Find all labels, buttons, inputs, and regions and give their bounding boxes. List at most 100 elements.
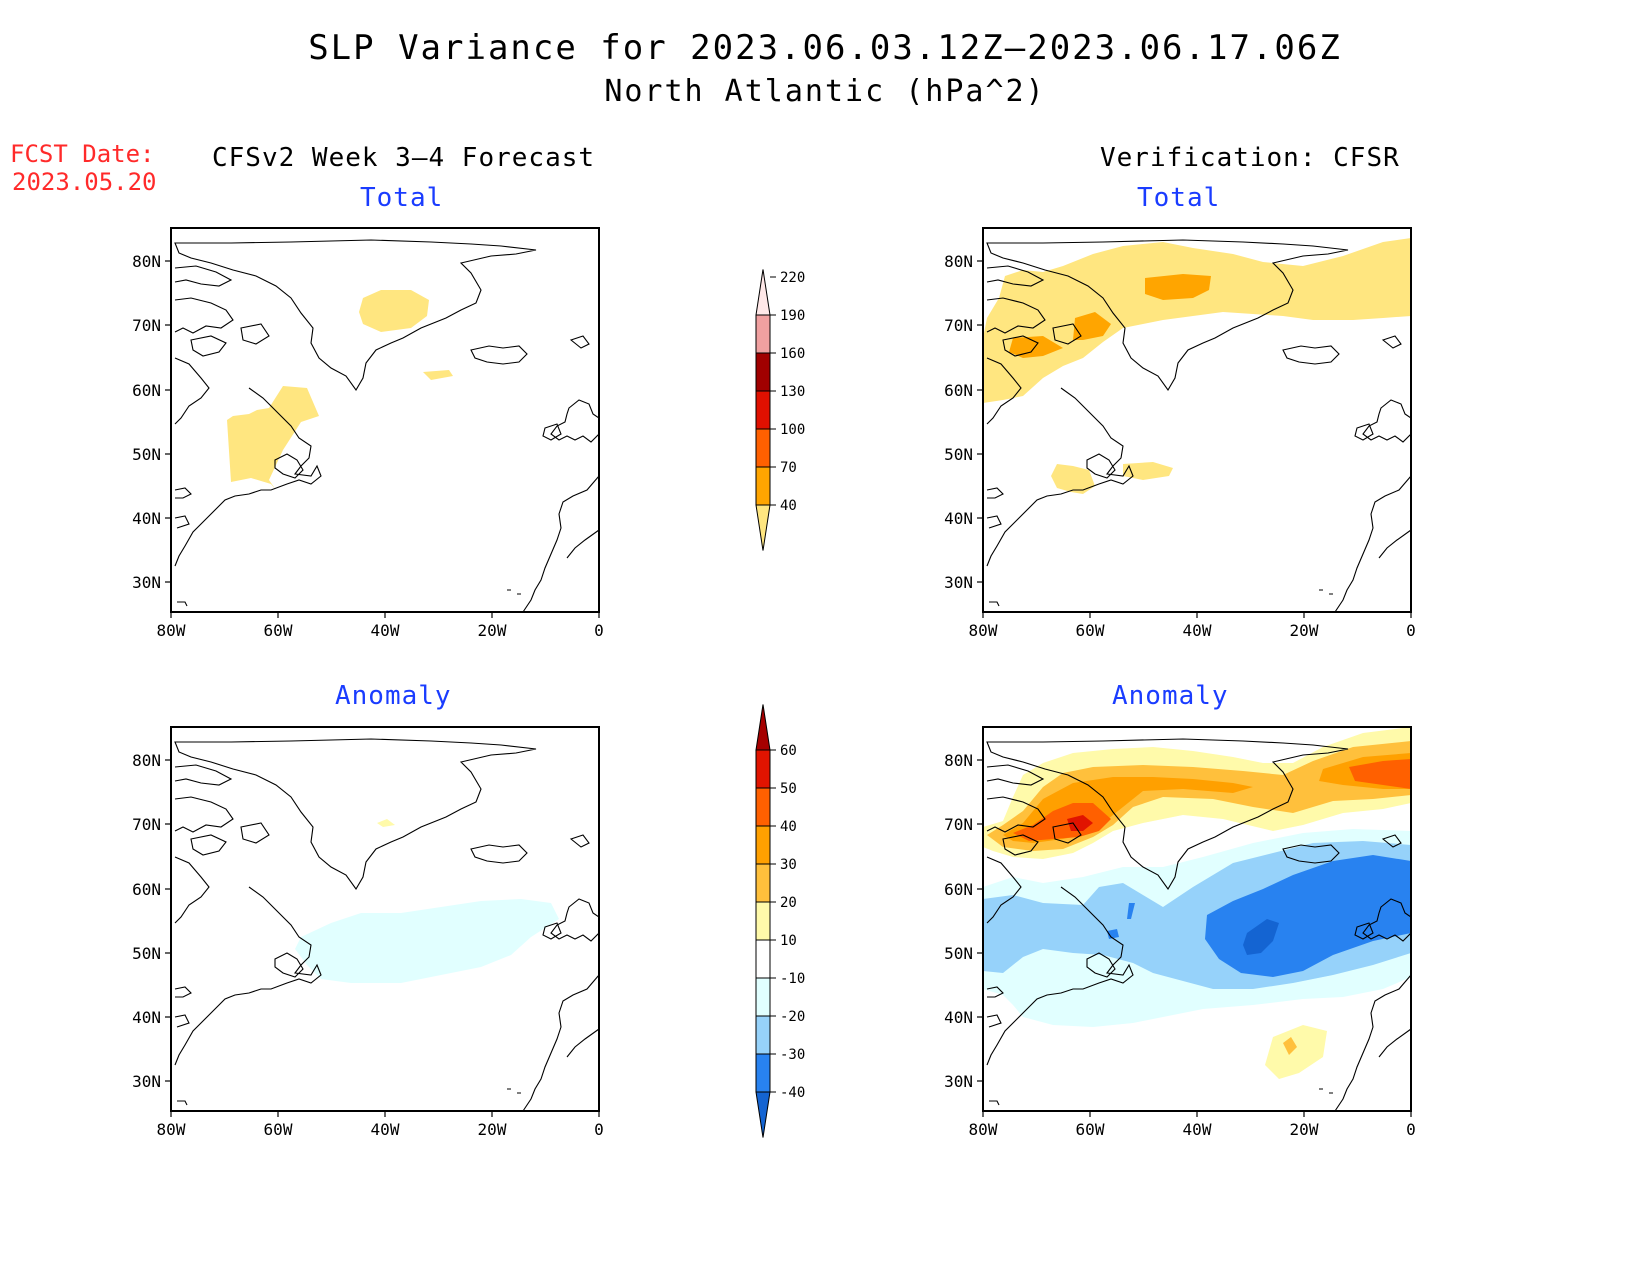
- total-colorbar-label: 220: [780, 270, 805, 286]
- anomaly-colorbar-label: -10: [780, 971, 805, 987]
- lon-label: 80W: [157, 621, 186, 640]
- lon-label: 20W: [478, 1120, 507, 1139]
- anomaly-colorbar: -40 -30 -20 -10 10 20 30 40 50 60: [755, 704, 805, 1138]
- total-colorbar-swatch: [755, 269, 771, 316]
- total-colorbar-label: 40: [780, 498, 797, 514]
- anomaly-colorbar-label: -30: [780, 1047, 805, 1063]
- lat-label: 30N: [944, 1072, 973, 1091]
- total-colorbar-swatch: [755, 390, 771, 430]
- anomaly-colorbar-label: 40: [780, 819, 797, 835]
- lon-label: 60W: [264, 621, 293, 640]
- total-colorbar-swatch: [755, 466, 771, 506]
- lat-label: 70N: [944, 316, 973, 335]
- lon-label: 40W: [1183, 1120, 1212, 1139]
- lat-label: 60N: [132, 381, 161, 400]
- forecast-anomaly-title: Anomaly: [335, 681, 452, 711]
- verification-anomaly-title: Anomaly: [1112, 681, 1229, 711]
- anomaly-colorbar-label: -40: [780, 1085, 805, 1101]
- verification-anomaly-contour-minus40: [1243, 919, 1279, 955]
- anomaly-colorbar-label: 10: [780, 933, 797, 949]
- lon-label: 60W: [1076, 621, 1105, 640]
- lat-label: 80N: [132, 751, 161, 770]
- total-colorbar-swatch: [755, 352, 771, 392]
- verification-total-title: Total: [1137, 183, 1221, 213]
- lat-label: 30N: [944, 573, 973, 592]
- lat-label: 60N: [132, 880, 161, 899]
- anomaly-colorbar-label: 30: [780, 857, 797, 873]
- anomaly-colorbar-swatch: [755, 977, 771, 1017]
- total-colorbar-swatch: [755, 428, 771, 468]
- lat-label: 50N: [944, 944, 973, 963]
- verification-anomaly-contour-50: [1067, 815, 1093, 831]
- lon-label: 80W: [969, 1120, 998, 1139]
- verification-anomaly-map: [982, 726, 1412, 1112]
- lat-label: 40N: [132, 1008, 161, 1027]
- fcst-date-label: FCST Date:: [10, 140, 155, 168]
- anomaly-colorbar-swatch: [755, 901, 771, 941]
- verification-total-contour-70: [1145, 274, 1211, 300]
- lon-label: 0: [1406, 1120, 1416, 1139]
- anomaly-colorbar-swatch: [755, 863, 771, 903]
- forecast-total-contour-40: [423, 370, 453, 380]
- forecast-total-title: Total: [360, 183, 444, 213]
- anomaly-colorbar-swatch: [755, 787, 771, 827]
- verification-anomaly-contour-10: [1265, 1025, 1327, 1079]
- lon-label: 40W: [371, 621, 400, 640]
- figure-subtitle: North Atlantic (hPa^2): [604, 74, 1046, 109]
- lat-label: 40N: [132, 509, 161, 528]
- lon-label: 80W: [157, 1120, 186, 1139]
- forecast-total-contour-40: [359, 290, 429, 332]
- lon-label: 0: [594, 621, 604, 640]
- forecast-anomaly-contour-10: [377, 819, 395, 827]
- lat-label: 50N: [944, 445, 973, 464]
- lon-label: 60W: [264, 1120, 293, 1139]
- lat-label: 70N: [132, 316, 161, 335]
- verification-total-contour-40: [1123, 462, 1173, 480]
- anomaly-colorbar-label: 60: [780, 743, 797, 759]
- total-colorbar: 40 70 100 130 160 190 220: [755, 269, 805, 551]
- verification-total-map: [982, 227, 1412, 613]
- lon-label: 20W: [1290, 1120, 1319, 1139]
- lon-label: 80W: [969, 621, 998, 640]
- anomaly-colorbar-swatch: [755, 1053, 771, 1093]
- lat-label: 80N: [944, 252, 973, 271]
- lat-label: 40N: [944, 509, 973, 528]
- fcst-date-value: 2023.05.20: [12, 168, 157, 196]
- lon-label: 0: [594, 1120, 604, 1139]
- forecast-column-title: CFSv2 Week 3—4 Forecast: [212, 143, 596, 173]
- total-colorbar-label: 160: [780, 346, 805, 362]
- verification-total-contour-40: [983, 238, 1411, 403]
- anomaly-colorbar-swatch: [755, 1015, 771, 1055]
- verification-total-contour-70: [1009, 336, 1063, 358]
- figure-title: SLP Variance for 2023.06.03.12Z—2023.06.…: [308, 28, 1342, 68]
- anomaly-colorbar-swatch: [755, 749, 771, 789]
- lon-label: 20W: [478, 621, 507, 640]
- verification-anomaly-contour-40: [1013, 803, 1111, 841]
- total-colorbar-swatch: [755, 504, 771, 551]
- forecast-total-map: [170, 227, 600, 613]
- lat-label: 30N: [132, 1072, 161, 1091]
- lon-label: 40W: [1183, 621, 1212, 640]
- verification-total-contour-40: [1051, 464, 1095, 494]
- total-colorbar-label: 190: [780, 308, 805, 324]
- verification-anomaly-contour-minus30: [1127, 903, 1135, 919]
- lat-label: 80N: [944, 751, 973, 770]
- forecast-total-contour-40: [227, 386, 319, 490]
- anomaly-colorbar-label: -20: [780, 1009, 805, 1025]
- lat-label: 70N: [944, 815, 973, 834]
- verification-column-title: Verification: CFSR: [1100, 143, 1400, 173]
- anomaly-colorbar-label: 20: [780, 895, 797, 911]
- lon-label: 40W: [371, 1120, 400, 1139]
- anomaly-colorbar-swatch: [755, 704, 771, 751]
- lat-label: 40N: [944, 1008, 973, 1027]
- verification-total-contour-70: [1073, 312, 1111, 340]
- verification-anomaly-contour-40: [1349, 759, 1411, 789]
- lat-label: 80N: [132, 252, 161, 271]
- lat-label: 60N: [944, 381, 973, 400]
- verification-anomaly-contour-30: [1283, 1037, 1297, 1055]
- forecast-anomaly-contour-minus10: [295, 899, 559, 983]
- lat-label: 50N: [132, 944, 161, 963]
- anomaly-colorbar-label: 50: [780, 781, 797, 797]
- total-colorbar-label: 130: [780, 384, 805, 400]
